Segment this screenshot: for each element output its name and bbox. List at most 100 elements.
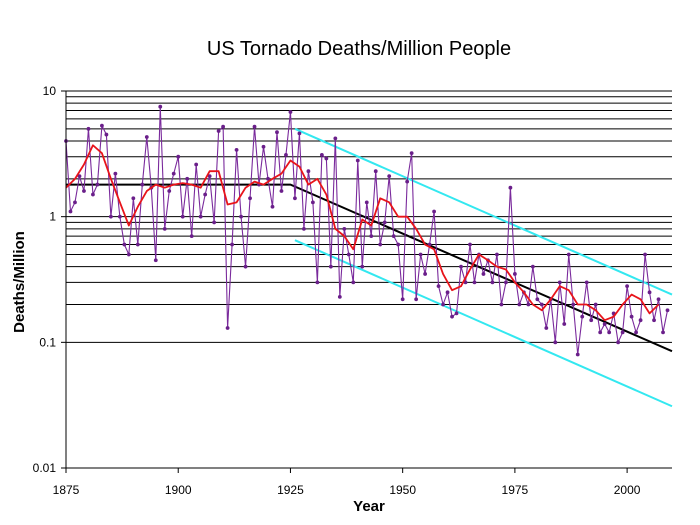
annual-point	[355, 158, 360, 163]
annual-point	[391, 234, 396, 239]
annual-point	[252, 124, 257, 129]
annual-point	[171, 171, 176, 176]
annual-point	[279, 189, 284, 193]
annual-point	[629, 314, 634, 319]
annual-point	[248, 196, 252, 201]
annual-line	[65, 106, 669, 355]
annual-point	[508, 185, 513, 190]
annual-point	[459, 264, 463, 269]
annual-point	[239, 214, 243, 219]
annual-point	[414, 297, 419, 302]
annual-point	[207, 174, 212, 179]
annual-point	[68, 209, 73, 214]
annual-point	[180, 214, 185, 219]
annual-point	[337, 294, 342, 299]
annual-point	[589, 318, 594, 323]
y-tick-label: 10	[43, 84, 57, 98]
annual-point	[396, 242, 401, 247]
annual-point	[360, 264, 365, 269]
annual-point	[373, 169, 378, 174]
annual-point	[512, 272, 517, 276]
smoothed-line	[65, 144, 660, 322]
annual-point	[517, 302, 522, 307]
annual-point	[382, 220, 387, 225]
annual-point	[351, 280, 356, 285]
annual-point	[495, 252, 499, 257]
annual-series	[64, 104, 670, 357]
annual-point	[230, 242, 234, 247]
annual-point	[364, 200, 369, 205]
annual-point	[342, 226, 347, 231]
annual-point	[270, 204, 275, 209]
annual-point	[553, 340, 558, 345]
annual-point	[126, 252, 131, 257]
annual-point	[665, 308, 670, 313]
annual-point	[328, 264, 333, 269]
annual-point	[557, 280, 562, 285]
annual-point	[571, 302, 576, 307]
annual-point	[661, 330, 665, 335]
x-axis-label: Year	[353, 498, 385, 515]
annual-point	[158, 104, 163, 109]
gridlines	[66, 90, 672, 343]
annual-point	[436, 284, 441, 289]
annual-point	[432, 209, 436, 214]
annual-point	[530, 264, 535, 269]
x-tick-label: 1875	[53, 483, 80, 497]
smoothed-series	[65, 144, 660, 322]
annual-point	[284, 153, 288, 157]
annual-point	[575, 352, 580, 357]
annual-point	[135, 242, 140, 247]
annual-point	[108, 214, 113, 219]
axes	[61, 90, 672, 473]
annual-point	[620, 330, 625, 335]
annual-point	[243, 264, 248, 269]
y-tick-labels: 0.01 0.1 1 10	[33, 84, 57, 475]
annual-point	[162, 226, 167, 231]
annual-point	[122, 242, 127, 247]
annual-point	[140, 182, 145, 187]
annual-point	[203, 192, 208, 197]
annual-point	[333, 136, 338, 141]
x-tick-label: 1900	[165, 483, 192, 497]
y-tick-label: 0.01	[33, 461, 57, 475]
annual-point	[185, 176, 190, 181]
annual-point	[499, 302, 504, 307]
annual-point	[324, 156, 329, 161]
annual-point	[580, 314, 585, 319]
annual-point	[315, 280, 320, 285]
annual-point	[82, 189, 86, 193]
annual-point	[310, 200, 315, 205]
annual-point	[378, 242, 383, 247]
x-tick-label: 1975	[502, 483, 529, 497]
annual-point	[418, 252, 423, 257]
annual-point	[544, 326, 549, 330]
annual-point	[400, 297, 405, 302]
annual-point	[539, 302, 544, 307]
annual-point	[566, 252, 571, 257]
annual-point	[504, 280, 508, 285]
annual-point	[113, 171, 118, 176]
annual-point	[104, 132, 109, 137]
annual-point	[131, 196, 136, 201]
annual-point	[91, 192, 95, 197]
annual-point	[221, 124, 226, 129]
annual-point	[288, 110, 293, 114]
annual-point	[535, 297, 540, 302]
band-lines	[294, 127, 673, 408]
annual-point	[405, 179, 410, 184]
y-axis-label: Deaths/Million	[11, 231, 28, 333]
annual-point	[625, 284, 630, 289]
band-lower-line	[294, 239, 673, 408]
annual-point	[77, 174, 82, 179]
annual-point	[117, 214, 122, 219]
chart-title: US Tornado Deaths/Million People	[207, 38, 511, 60]
annual-point	[234, 147, 239, 152]
annual-point	[409, 151, 414, 156]
annual-point	[454, 311, 459, 316]
annual-point	[100, 123, 104, 128]
annual-point	[198, 214, 203, 219]
annual-point	[86, 126, 91, 131]
annual-point	[306, 169, 311, 174]
annual-point	[293, 196, 297, 201]
